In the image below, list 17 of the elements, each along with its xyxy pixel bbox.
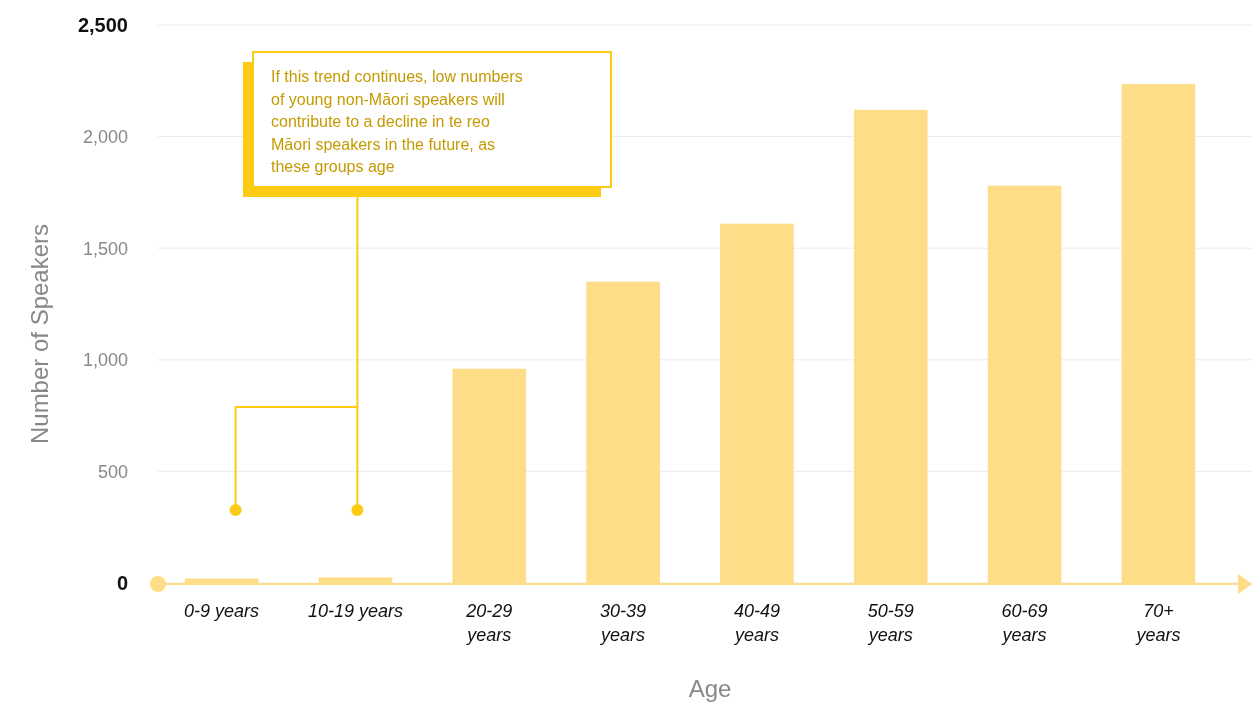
x-tick-label: 70+ years <box>1134 601 1181 645</box>
x-axis-title: Age <box>688 675 732 702</box>
y-tick-label: 2,500 <box>77 14 128 36</box>
y-tick-label: 500 <box>97 461 128 482</box>
x-tick-label: 60-69 years <box>1000 601 1048 645</box>
y-axis-title: Number of Speakers <box>26 223 53 445</box>
x-tick-label: 30-39 years <box>599 601 647 645</box>
y-tick-label: 1,000 <box>82 350 128 371</box>
x-tick-label: 20-29 years <box>465 601 513 645</box>
y-tick-label: 0 <box>116 572 128 594</box>
x-tick-label: 0-9 years <box>184 601 260 621</box>
x-tick-label: 10-19 years <box>307 601 403 621</box>
y-tick-label: 2,000 <box>82 126 128 147</box>
annotation: If this trend continues, low numbers of young non-Māori speakers will contribute to a decline in te reo Māori speakers in the future, as these groups age <box>271 68 523 175</box>
x-tick-label: 50-59 years <box>866 601 914 645</box>
y-tick-label: 1,500 <box>82 238 128 259</box>
x-tick-label: 40-49 years <box>732 601 780 645</box>
